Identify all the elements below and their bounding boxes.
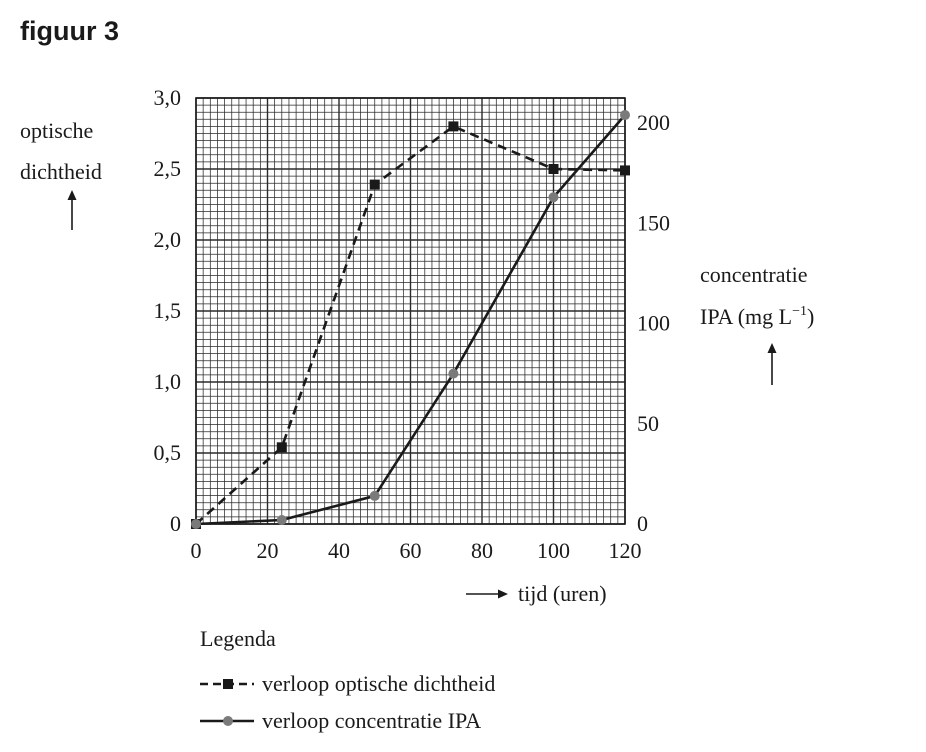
legend-label-optische-dichtheid: verloop optische dichtheid [262, 671, 495, 696]
x-axis-right-arrow [466, 589, 508, 599]
left-axis: optische dichtheid [20, 118, 102, 230]
data-point-square [548, 164, 559, 174]
right-tick-label: 100 [637, 311, 670, 336]
left-tick-label: 3,0 [154, 85, 182, 110]
data-point-square [448, 121, 459, 132]
right-axis-label-line-1: concentratie [700, 262, 808, 287]
left-tick-label: 2,0 [154, 227, 182, 252]
data-point-circle [191, 519, 201, 529]
left-axis-up-arrow [67, 190, 77, 230]
series-line-concentratie-ipa [195, 114, 626, 526]
right-tick-label: 200 [637, 110, 670, 135]
data-point-circle [548, 192, 559, 203]
data-point-circle [448, 368, 459, 379]
series-line-optische-dichtheid [195, 125, 626, 525]
x-tick-label: 80 [471, 538, 493, 563]
data-point-circle [620, 110, 630, 121]
legend-square-marker-icon [223, 679, 233, 689]
right-axis-up-arrow [767, 343, 777, 385]
left-tick-label: 2,5 [154, 156, 182, 181]
left-axis-label-line-1: optische [20, 118, 93, 143]
right-tick-label: 0 [637, 511, 648, 536]
x-tick-label: 120 [609, 538, 642, 563]
legend: Legenda verloop optische dichtheid verlo… [200, 626, 495, 733]
right-axis: concentratie IPA (mg L−1) [700, 262, 814, 385]
right-tick-label: 150 [637, 210, 670, 235]
x-tick-label: 40 [328, 538, 350, 563]
legend-circle-marker-icon [223, 716, 233, 726]
right-axis-label-line-2: IPA (mg L−1) [700, 304, 814, 329]
figure-title: figuur 3 [20, 16, 119, 46]
data-point-circle [369, 490, 380, 501]
legend-label-concentratie-ipa: verloop concentratie IPA [262, 708, 481, 733]
legend-item-concentratie-ipa: verloop concentratie IPA [200, 708, 481, 733]
x-axis-label: tijd (uren) [518, 581, 607, 606]
x-tick-label: 100 [537, 538, 570, 563]
plot-frame [195, 97, 626, 525]
x-axis-title: tijd (uren) [466, 581, 607, 606]
tick-labels: 0 20 40 60 80 100 12000,51,01,52,02,53,0050100… [154, 85, 671, 563]
x-tick-label: 60 [400, 538, 422, 563]
data-point-circle [276, 514, 287, 525]
left-tick-label: 1,0 [154, 369, 182, 394]
right-tick-label: 50 [637, 411, 659, 436]
plot-grid [195, 97, 626, 525]
left-tick-label: 1,5 [154, 298, 182, 323]
data-point-square [369, 179, 380, 190]
data-series [191, 110, 630, 529]
data-point-square [620, 165, 630, 176]
left-tick-label: 0,5 [154, 440, 182, 465]
data-point-square [276, 442, 287, 453]
legend-title: Legenda [200, 626, 276, 651]
left-axis-label-line-2: dichtheid [20, 159, 102, 184]
x-tick-label: 20 [257, 538, 279, 563]
legend-item-optische-dichtheid: verloop optische dichtheid [200, 671, 495, 696]
left-tick-label: 0 [170, 511, 181, 536]
x-tick-label: 0 [191, 538, 202, 563]
